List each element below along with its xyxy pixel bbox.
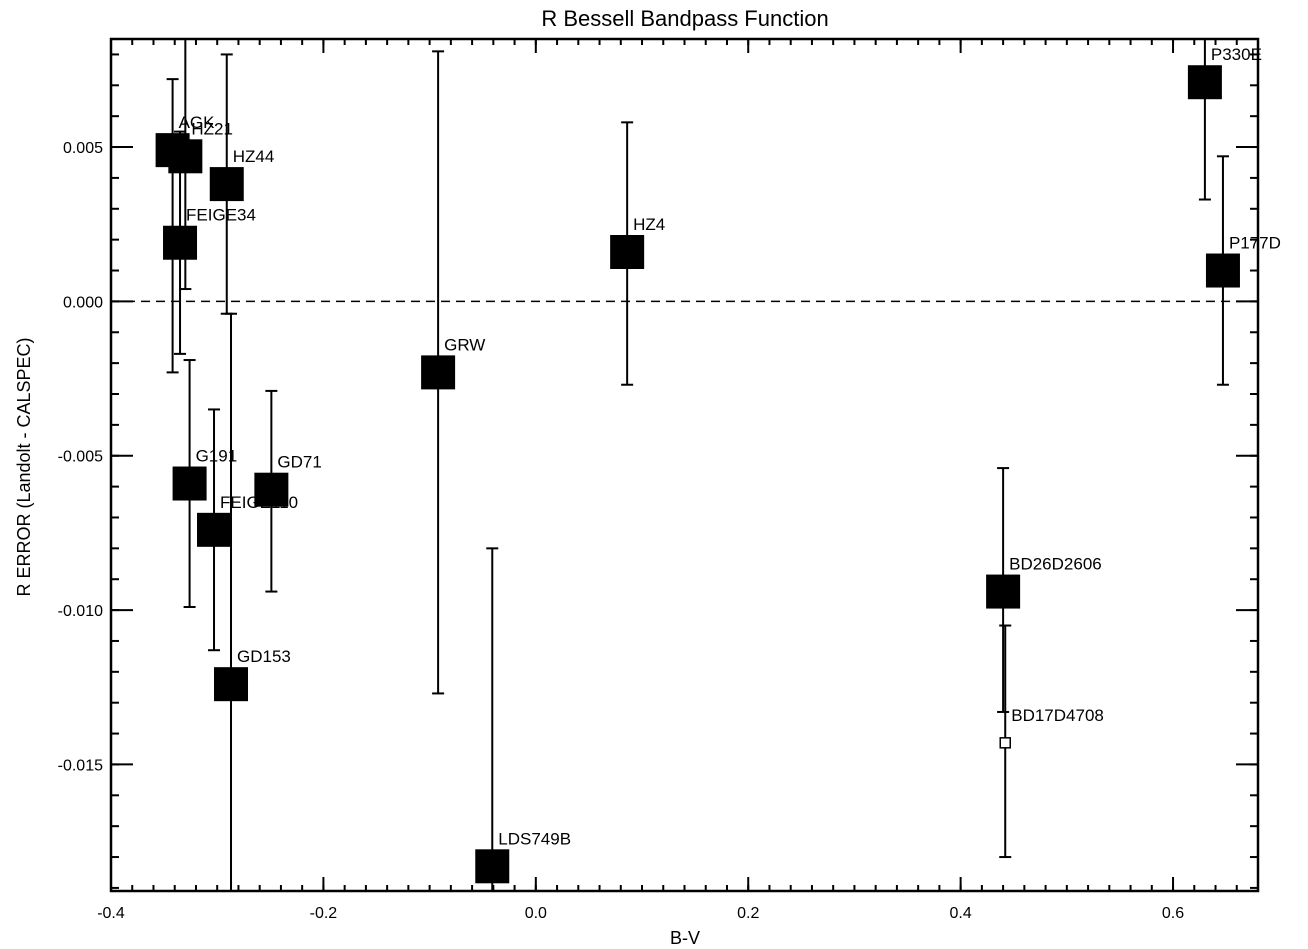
data-point-label: BD17D4708	[1011, 706, 1104, 725]
chart-title: R Bessell Bandpass Function	[541, 6, 828, 31]
data-point	[214, 667, 249, 702]
x-tick-label: 0.0	[525, 905, 547, 922]
data-point	[168, 139, 203, 174]
data-point	[172, 466, 207, 501]
data-point	[197, 512, 232, 547]
data-point-label: P330E	[1211, 45, 1262, 64]
data-point-label: LDS749B	[498, 829, 571, 848]
y-tick-label: -0.005	[58, 449, 103, 466]
data-point-label: HZ4	[633, 215, 665, 234]
data-point-label: GD71	[277, 453, 321, 472]
data-point	[986, 574, 1021, 609]
data-point	[1205, 253, 1240, 288]
x-axis-label: B-V	[670, 928, 700, 948]
x-tick-label: 0.6	[1162, 905, 1184, 922]
y-tick-label: 0.000	[63, 294, 103, 311]
data-point-label: HZ21	[191, 119, 233, 138]
data-point-label: BD26D2606	[1009, 555, 1102, 574]
data-point-label: AGK	[179, 113, 216, 132]
data-point	[475, 849, 510, 884]
x-tick-label: -0.2	[310, 905, 338, 922]
data-point-label: FEIGE34	[186, 206, 256, 225]
y-tick-label: -0.010	[58, 603, 103, 620]
y-tick-label: 0.005	[63, 140, 103, 157]
y-tick-label: -0.015	[58, 757, 103, 774]
data-point	[1187, 65, 1222, 100]
data-point-label: G191	[196, 447, 238, 466]
plot-area: -0.4 -0.2 0.0 0.2 0.4 0.6 -0.015 -0.010 -0.005 0.…	[58, 37, 1281, 922]
data-point	[254, 472, 289, 507]
y-axis-label: R ERROR (Landolt - CALSPEC)	[14, 337, 34, 596]
data-point	[209, 167, 244, 202]
x-tick-label: 0.4	[950, 905, 972, 922]
plot-frame	[109, 37, 1260, 893]
data-point-open	[999, 737, 1011, 749]
data-point-label: FEIGE110	[220, 493, 298, 512]
data-point	[610, 235, 645, 269]
x-tick-label: 0.2	[737, 905, 759, 922]
data-point-label: HZ44	[233, 147, 275, 166]
data-point	[163, 225, 198, 260]
data-point-label: GRW	[444, 335, 485, 354]
x-tick-label: -0.4	[97, 905, 125, 922]
data-point-label: P177D	[1229, 234, 1281, 253]
data-point	[421, 355, 456, 390]
data-point-label: GD153	[237, 647, 291, 666]
